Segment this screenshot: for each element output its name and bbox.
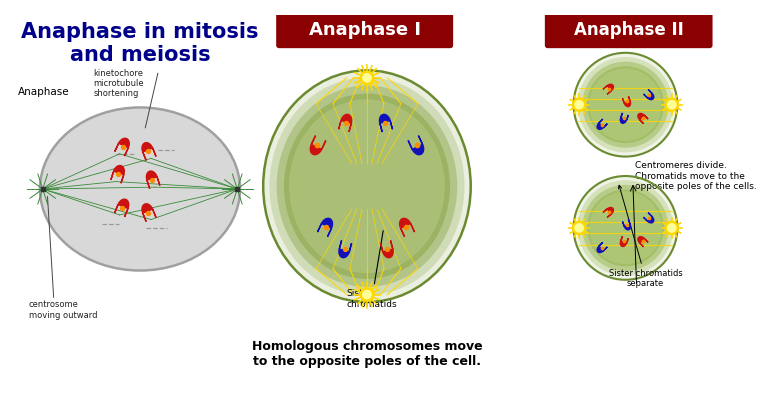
Ellipse shape xyxy=(270,77,465,295)
Circle shape xyxy=(362,74,371,82)
Polygon shape xyxy=(408,136,424,155)
Text: Homologous chromosomes move
to the opposite poles of the cell.: Homologous chromosomes move to the oppos… xyxy=(252,340,482,368)
Circle shape xyxy=(667,224,676,232)
Polygon shape xyxy=(379,114,392,132)
Polygon shape xyxy=(399,218,415,237)
Ellipse shape xyxy=(578,180,674,276)
Ellipse shape xyxy=(276,85,457,287)
Ellipse shape xyxy=(587,189,664,266)
Polygon shape xyxy=(623,219,631,230)
Ellipse shape xyxy=(587,66,664,143)
Circle shape xyxy=(360,71,373,84)
Text: Sister
chromatids: Sister chromatids xyxy=(346,231,397,309)
Polygon shape xyxy=(310,136,326,155)
Ellipse shape xyxy=(589,69,662,141)
Ellipse shape xyxy=(574,176,677,280)
Ellipse shape xyxy=(284,93,450,279)
Polygon shape xyxy=(339,114,352,132)
Ellipse shape xyxy=(582,62,668,148)
Text: Anaphase in mitosis
and meiosis: Anaphase in mitosis and meiosis xyxy=(22,22,259,65)
Polygon shape xyxy=(638,237,648,247)
Text: centrosome
moving outward: centrosome moving outward xyxy=(29,300,98,320)
Polygon shape xyxy=(114,199,129,217)
Ellipse shape xyxy=(589,191,662,264)
Text: Centromeres divide.
Chromatids move to the
opposite poles of the cells.: Centromeres divide. Chromatids move to t… xyxy=(634,161,756,191)
Circle shape xyxy=(665,98,678,111)
Polygon shape xyxy=(623,96,631,107)
Polygon shape xyxy=(317,218,333,237)
Circle shape xyxy=(575,100,584,109)
Circle shape xyxy=(573,98,586,111)
Text: Anaphase: Anaphase xyxy=(18,87,69,97)
Circle shape xyxy=(665,221,678,235)
Polygon shape xyxy=(380,241,393,258)
Polygon shape xyxy=(111,166,124,183)
Polygon shape xyxy=(621,236,628,247)
FancyBboxPatch shape xyxy=(545,12,713,48)
Circle shape xyxy=(573,221,586,235)
Polygon shape xyxy=(142,143,156,160)
Text: Sister chromatids
separate: Sister chromatids separate xyxy=(609,185,683,288)
Text: Anaphase II: Anaphase II xyxy=(574,21,684,39)
Polygon shape xyxy=(638,113,648,124)
Polygon shape xyxy=(621,113,628,123)
Ellipse shape xyxy=(263,71,471,302)
Circle shape xyxy=(575,224,584,232)
Ellipse shape xyxy=(289,100,445,273)
FancyBboxPatch shape xyxy=(276,12,453,48)
Ellipse shape xyxy=(582,185,668,271)
Polygon shape xyxy=(644,89,654,100)
Ellipse shape xyxy=(40,108,240,270)
Polygon shape xyxy=(147,171,160,189)
Polygon shape xyxy=(603,84,614,94)
Circle shape xyxy=(362,291,371,299)
Polygon shape xyxy=(339,241,352,258)
Ellipse shape xyxy=(574,53,677,157)
Text: kinetochore
microtubule
shortening: kinetochore microtubule shortening xyxy=(94,69,144,98)
Text: Anaphase I: Anaphase I xyxy=(309,21,421,39)
Polygon shape xyxy=(598,119,607,129)
Polygon shape xyxy=(114,138,129,156)
Polygon shape xyxy=(598,242,607,253)
Circle shape xyxy=(360,288,373,301)
Polygon shape xyxy=(142,204,156,222)
Polygon shape xyxy=(644,213,654,223)
Ellipse shape xyxy=(578,57,674,152)
Circle shape xyxy=(667,100,676,109)
Polygon shape xyxy=(603,208,614,217)
